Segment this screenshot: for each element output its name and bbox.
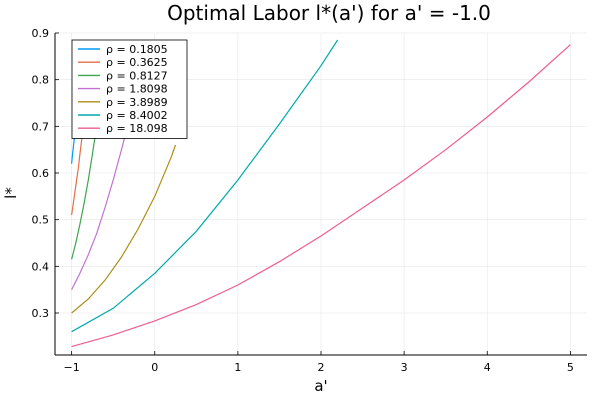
y-tick-label: 0.8: [32, 74, 50, 87]
x-tick-label: 4: [484, 361, 491, 374]
y-tick-label: 0.3: [32, 307, 50, 320]
x-tick-label: 2: [318, 361, 325, 374]
series-line-4: [71, 133, 127, 290]
legend-label: ρ = 18.098: [106, 122, 168, 135]
x-tick-label: 5: [567, 361, 574, 374]
x-axis-label: a': [314, 377, 327, 395]
series-line-2: [71, 126, 84, 216]
x-tick-label: 1: [234, 361, 241, 374]
x-tick-label: 0: [151, 361, 158, 374]
y-tick-label: 0.7: [32, 120, 50, 133]
chart-title: Optimal Labor l*(a') for a' = -1.0: [167, 1, 491, 25]
legend-label: ρ = 8.4002: [106, 109, 168, 122]
series-line-7: [71, 44, 571, 348]
series-lines: [71, 39, 571, 348]
x-tick-label: 3: [401, 361, 408, 374]
y-axis-label: l*: [2, 187, 20, 199]
legend-label: ρ = 0.3625: [106, 56, 168, 69]
series-line-5: [71, 144, 177, 314]
y-tick-label: 0.6: [32, 167, 50, 180]
legend-label: ρ = 3.8989: [106, 96, 168, 109]
x-tick-label: −1: [64, 361, 80, 374]
legend-label: ρ = 0.1805: [106, 43, 168, 56]
axes: −1 0 1 2 3 4 5 0.3 0.4 0.5 0.6 0.7 0.8 0.9: [32, 27, 587, 374]
y-tick-label: 0.5: [32, 214, 50, 227]
legend-label: ρ = 0.8127: [106, 69, 168, 82]
legend-label: ρ = 1.8098: [106, 83, 168, 96]
y-tick-label: 0.4: [32, 260, 50, 273]
series-line-3: [71, 126, 98, 260]
series-line-6: [71, 39, 339, 333]
y-tick-label: 0.9: [32, 27, 50, 40]
